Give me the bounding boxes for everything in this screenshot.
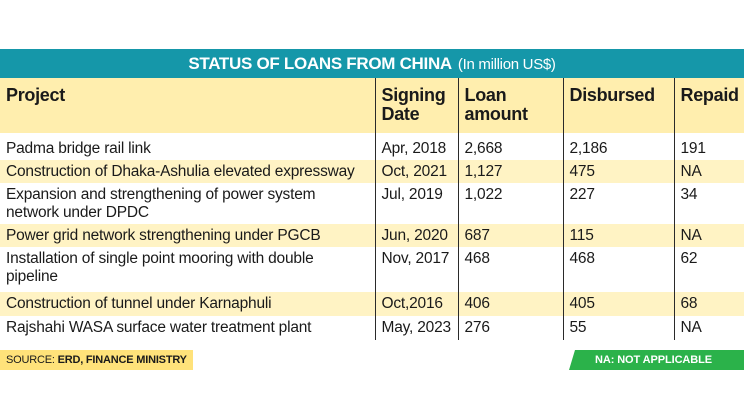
table-row: Construction of tunnel under Karnaphuli … (0, 292, 744, 316)
cell-repaid: NA (673, 160, 744, 183)
cell-date: Oct,2016 (374, 292, 458, 316)
header-row: Project Signing Date Loan amount Disburs… (0, 78, 744, 133)
source-note: SOURCE: ERD, FINANCE MINISTRY (0, 350, 193, 370)
cell-date: Jun, 2020 (374, 224, 458, 247)
cell-date: Oct, 2021 (374, 160, 458, 183)
cell-loan: 468 (457, 247, 563, 292)
table-row: Power grid network strengthening under P… (0, 224, 744, 247)
cell-loan: 1,127 (457, 160, 563, 183)
cell-date: Apr, 2018 (374, 133, 458, 160)
cell-disbursed: 115 (562, 224, 674, 247)
table-title-bar: STATUS OF LOANS FROM CHINA (In million US… (0, 49, 744, 78)
cell-project: Installation of single point mooring wit… (6, 250, 314, 285)
table-row: Construction of Dhaka-Ashulia elevated e… (0, 160, 744, 183)
cell-disbursed: 475 (562, 160, 674, 183)
cell-loan: 687 (457, 224, 563, 247)
cell-repaid: 34 (673, 183, 744, 224)
cell-loan: 406 (457, 292, 563, 316)
table-row: Rajshahi WASA surface water treatment pl… (0, 316, 744, 340)
cell-repaid: 62 (673, 247, 744, 292)
cell-date: Nov, 2017 (374, 247, 458, 292)
table-row: Padma bridge rail link Apr, 2018 2,668 2… (0, 133, 744, 160)
loans-table: Project Signing Date Loan amount Disburs… (0, 78, 744, 340)
cell-disbursed: 55 (562, 316, 674, 340)
cell-repaid: NA (673, 224, 744, 247)
cell-loan: 2,668 (457, 133, 563, 160)
source-label: SOURCE: (6, 354, 58, 366)
cell-project: Rajshahi WASA surface water treatment pl… (6, 319, 312, 336)
cell-project: Construction of tunnel under Karnaphuli (0, 292, 375, 316)
table-row: Installation of single point mooring wit… (0, 247, 744, 292)
cell-date: Jul, 2019 (374, 183, 458, 224)
na-legend-badge: NA: NOT APPLICABLE (569, 350, 744, 370)
cell-disbursed: 2,186 (562, 133, 674, 160)
cell-loan: 1,022 (457, 183, 563, 224)
cell-repaid: 68 (673, 292, 744, 316)
cell-project: Expansion and strengthening of power sys… (6, 186, 316, 221)
table-row: Expansion and strengthening of power sys… (0, 183, 744, 224)
cell-project: Power grid network strengthening under P… (0, 224, 375, 247)
cell-project: Padma bridge rail link (6, 140, 151, 157)
table-unit: (In million US$) (457, 56, 556, 73)
cell-project: Construction of Dhaka-Ashulia elevated e… (0, 160, 375, 183)
cell-disbursed: 405 (562, 292, 674, 316)
header-signing-date: Signing Date (374, 78, 458, 133)
source-value: ERD, FINANCE MINISTRY (57, 354, 187, 366)
cell-date: May, 2023 (374, 316, 458, 340)
cell-repaid: 191 (673, 133, 744, 160)
header-disbursed: Disbursed (562, 78, 674, 133)
header-repaid: Repaid (673, 78, 744, 133)
cell-repaid: NA (673, 316, 744, 340)
cell-disbursed: 227 (562, 183, 674, 224)
table-title: STATUS OF LOANS FROM CHINA (188, 54, 452, 73)
header-project: Project (0, 78, 375, 133)
header-loan-amount: Loan amount (457, 78, 563, 133)
cell-disbursed: 468 (562, 247, 674, 292)
cell-loan: 276 (457, 316, 563, 340)
